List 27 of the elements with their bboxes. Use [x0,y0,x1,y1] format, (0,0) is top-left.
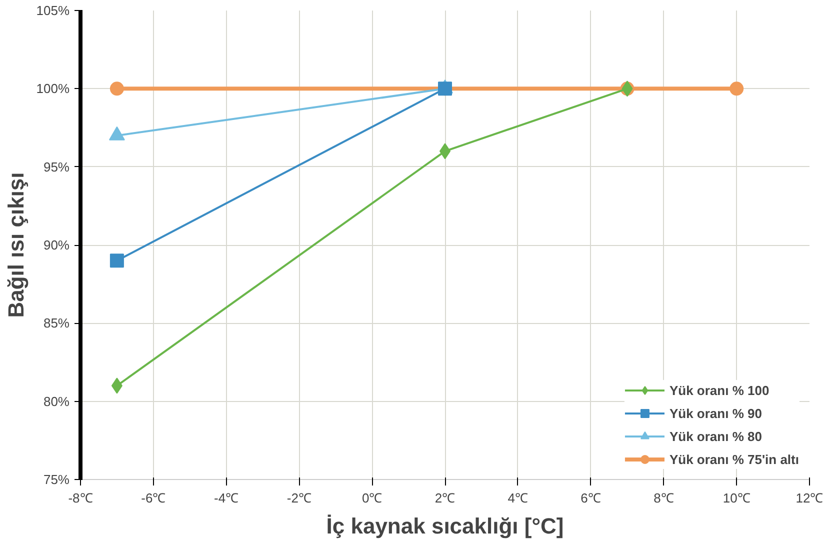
y-tick-label: 75% [43,472,70,487]
x-tick-label: 10℃ [722,490,750,506]
y-tick-label: 90% [43,238,70,252]
y-axis-title: Bağıl ısı çıkışı [3,172,28,318]
legend-label: Yük oranı % 90 [669,406,762,420]
y-tick-label: 85% [43,316,70,331]
legend-label: Yük oranı % 80 [669,428,762,444]
y-tick-label: 105% [36,3,70,18]
x-tick-label: 8℃ [654,490,674,506]
x-tick-label: 0℃ [362,490,382,506]
point [110,254,124,268]
legend-label: Yük oranı % 100 [669,382,770,398]
point [730,82,744,96]
x-tick-label: -8℃ [68,490,93,506]
y-tick-label: 95% [43,159,70,174]
y-tick-label: 100% [36,81,70,96]
y-tick-label: 80% [43,394,70,409]
x-tick-label: 2℃ [434,490,456,506]
legend-label: Yük oranı % 75'in altı [669,452,799,466]
x-tick-label: 6℃ [580,490,601,506]
x-tick-label: 4℃ [508,490,528,506]
x-tick-label: 12℃ [796,490,824,506]
point [110,82,124,96]
x-tick-label: -4℃ [214,490,239,506]
x-tick-label: -6℃ [141,490,166,506]
x-tick-label: -2℃ [286,490,312,506]
x-axis-title: İç kaynak sıcaklığı [°C] [326,514,564,538]
